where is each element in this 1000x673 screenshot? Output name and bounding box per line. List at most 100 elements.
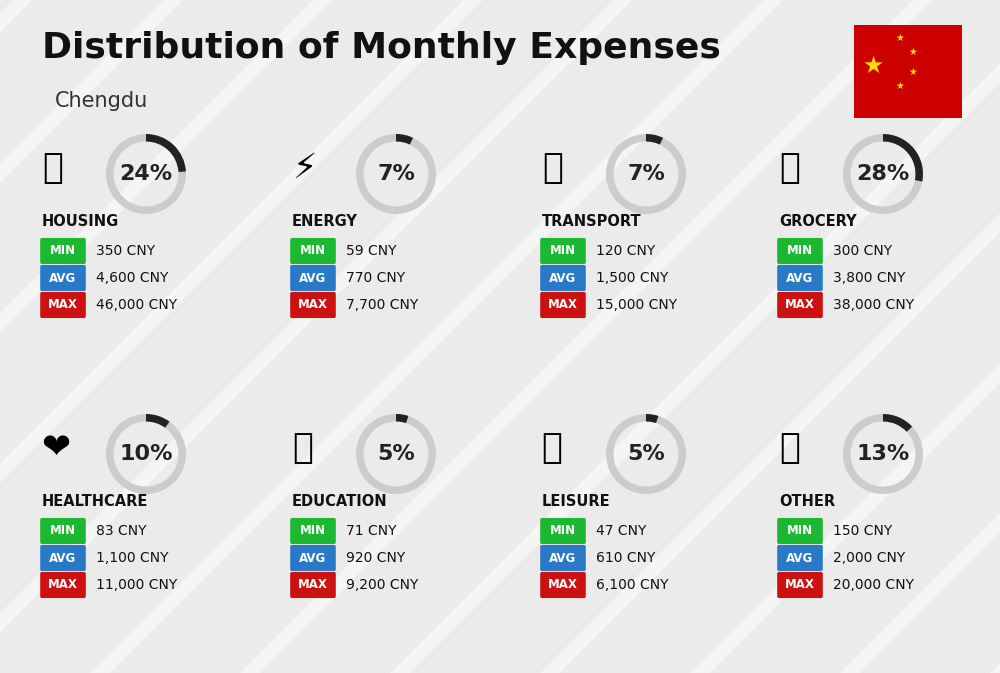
Text: ★: ★ xyxy=(862,54,883,78)
Text: ❤️: ❤️ xyxy=(42,431,71,465)
FancyBboxPatch shape xyxy=(290,238,336,264)
Text: MIN: MIN xyxy=(50,524,76,538)
Text: 28%: 28% xyxy=(856,164,910,184)
FancyBboxPatch shape xyxy=(777,545,823,571)
Text: 15,000 CNY: 15,000 CNY xyxy=(596,298,677,312)
Text: 47 CNY: 47 CNY xyxy=(596,524,646,538)
Text: MAX: MAX xyxy=(548,579,578,592)
Text: MIN: MIN xyxy=(787,244,813,258)
Text: 13%: 13% xyxy=(856,444,910,464)
FancyBboxPatch shape xyxy=(777,265,823,291)
Text: HEALTHCARE: HEALTHCARE xyxy=(42,495,148,509)
Text: 🏢: 🏢 xyxy=(42,151,63,185)
Wedge shape xyxy=(843,414,923,494)
Text: ★: ★ xyxy=(908,47,917,57)
Wedge shape xyxy=(843,134,923,214)
FancyBboxPatch shape xyxy=(40,292,86,318)
Wedge shape xyxy=(883,414,912,432)
FancyBboxPatch shape xyxy=(777,238,823,264)
FancyBboxPatch shape xyxy=(540,545,586,571)
Text: 1,500 CNY: 1,500 CNY xyxy=(596,271,668,285)
Text: MIN: MIN xyxy=(300,244,326,258)
FancyBboxPatch shape xyxy=(540,292,586,318)
Text: ★: ★ xyxy=(896,33,904,43)
Text: 24%: 24% xyxy=(119,164,173,184)
Text: 20,000 CNY: 20,000 CNY xyxy=(833,578,914,592)
FancyBboxPatch shape xyxy=(40,572,86,598)
Text: MIN: MIN xyxy=(50,244,76,258)
Text: MIN: MIN xyxy=(787,524,813,538)
Text: 🛒: 🛒 xyxy=(779,151,800,185)
Text: 38,000 CNY: 38,000 CNY xyxy=(833,298,914,312)
Wedge shape xyxy=(883,134,923,182)
Text: ⚡: ⚡ xyxy=(292,151,316,185)
FancyBboxPatch shape xyxy=(540,518,586,544)
FancyBboxPatch shape xyxy=(40,518,86,544)
FancyBboxPatch shape xyxy=(777,572,823,598)
Text: AVG: AVG xyxy=(549,271,577,285)
Text: TRANSPORT: TRANSPORT xyxy=(542,215,642,229)
Text: MAX: MAX xyxy=(785,299,815,312)
Text: EDUCATION: EDUCATION xyxy=(292,495,388,509)
Text: 2,000 CNY: 2,000 CNY xyxy=(833,551,905,565)
Text: 4,600 CNY: 4,600 CNY xyxy=(96,271,168,285)
FancyBboxPatch shape xyxy=(290,545,336,571)
Wedge shape xyxy=(606,414,686,494)
FancyBboxPatch shape xyxy=(777,518,823,544)
FancyBboxPatch shape xyxy=(852,22,964,120)
FancyBboxPatch shape xyxy=(290,572,336,598)
Text: MAX: MAX xyxy=(785,579,815,592)
Text: 350 CNY: 350 CNY xyxy=(96,244,155,258)
Text: MAX: MAX xyxy=(298,299,328,312)
FancyBboxPatch shape xyxy=(40,545,86,571)
Text: MIN: MIN xyxy=(550,244,576,258)
Text: 5%: 5% xyxy=(377,444,415,464)
Text: LEISURE: LEISURE xyxy=(542,495,611,509)
FancyBboxPatch shape xyxy=(540,572,586,598)
Text: Distribution of Monthly Expenses: Distribution of Monthly Expenses xyxy=(42,31,721,65)
Text: ★: ★ xyxy=(896,81,904,92)
Text: 610 CNY: 610 CNY xyxy=(596,551,655,565)
FancyBboxPatch shape xyxy=(40,238,86,264)
Text: 920 CNY: 920 CNY xyxy=(346,551,405,565)
Wedge shape xyxy=(396,134,413,145)
Text: 🎓: 🎓 xyxy=(292,431,313,465)
Text: AVG: AVG xyxy=(49,551,77,565)
Text: 10%: 10% xyxy=(119,444,173,464)
Text: ★: ★ xyxy=(908,67,917,77)
Text: AVG: AVG xyxy=(786,271,814,285)
Text: 9,200 CNY: 9,200 CNY xyxy=(346,578,418,592)
Text: 6,100 CNY: 6,100 CNY xyxy=(596,578,668,592)
Text: OTHER: OTHER xyxy=(779,495,835,509)
FancyBboxPatch shape xyxy=(290,518,336,544)
Text: 83 CNY: 83 CNY xyxy=(96,524,146,538)
Text: AVG: AVG xyxy=(299,271,327,285)
Wedge shape xyxy=(606,134,686,214)
FancyBboxPatch shape xyxy=(290,265,336,291)
Text: 1,100 CNY: 1,100 CNY xyxy=(96,551,168,565)
Text: 71 CNY: 71 CNY xyxy=(346,524,396,538)
Wedge shape xyxy=(646,134,663,145)
Wedge shape xyxy=(356,414,436,494)
Text: GROCERY: GROCERY xyxy=(779,215,857,229)
Wedge shape xyxy=(356,134,436,214)
Text: 11,000 CNY: 11,000 CNY xyxy=(96,578,177,592)
Text: MIN: MIN xyxy=(300,524,326,538)
Wedge shape xyxy=(646,414,658,423)
Text: MIN: MIN xyxy=(550,524,576,538)
Text: MAX: MAX xyxy=(48,579,78,592)
Wedge shape xyxy=(106,414,186,494)
FancyBboxPatch shape xyxy=(290,292,336,318)
FancyBboxPatch shape xyxy=(540,238,586,264)
Text: 7,700 CNY: 7,700 CNY xyxy=(346,298,418,312)
Text: 150 CNY: 150 CNY xyxy=(833,524,892,538)
Text: 300 CNY: 300 CNY xyxy=(833,244,892,258)
Text: 5%: 5% xyxy=(627,444,665,464)
Wedge shape xyxy=(396,414,408,423)
Text: MAX: MAX xyxy=(548,299,578,312)
Wedge shape xyxy=(106,134,186,214)
Text: 59 CNY: 59 CNY xyxy=(346,244,396,258)
Text: HOUSING: HOUSING xyxy=(42,215,119,229)
Wedge shape xyxy=(146,414,170,428)
Text: 7%: 7% xyxy=(627,164,665,184)
